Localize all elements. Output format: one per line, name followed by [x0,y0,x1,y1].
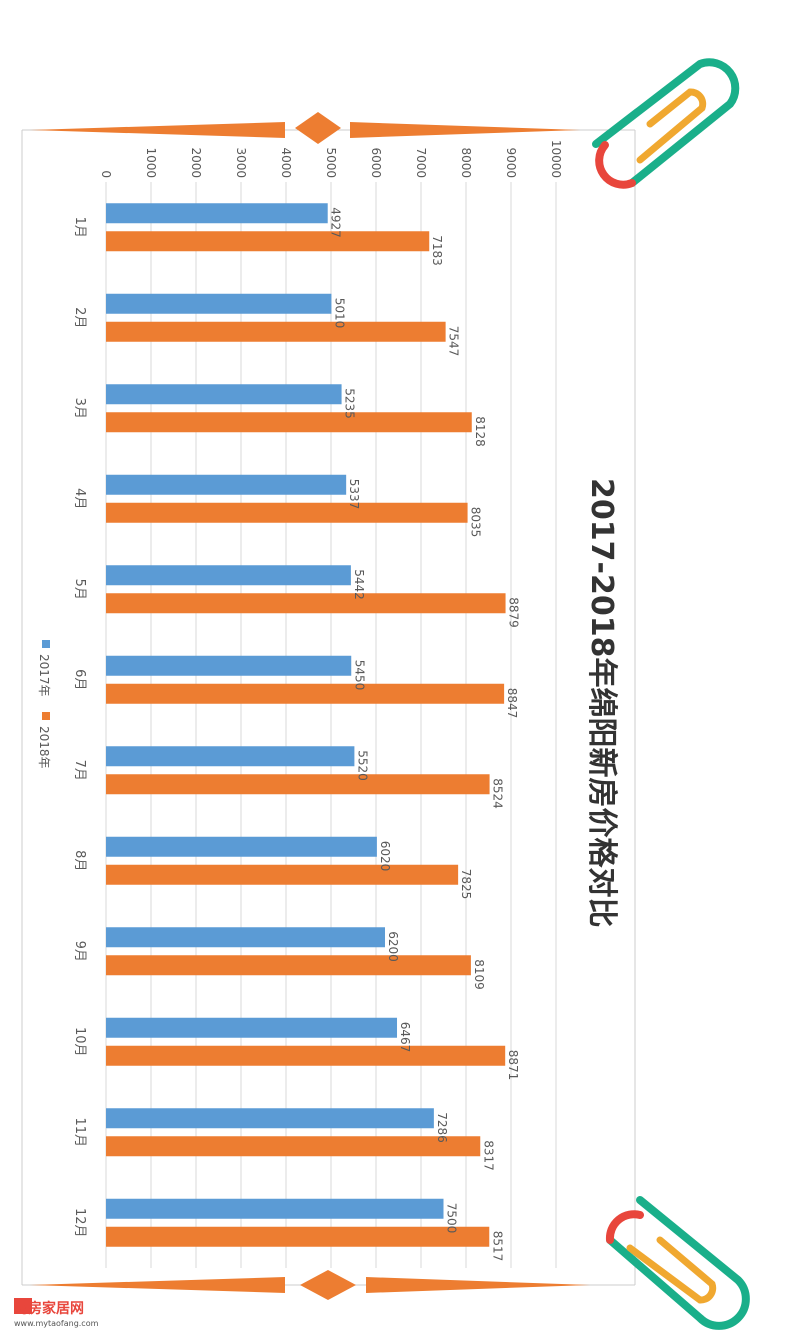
bar [106,1045,506,1066]
bar [106,203,328,224]
data-label: 8109 [472,959,486,990]
bar [106,474,347,495]
category-label: 1月 [72,217,87,238]
data-label: 7547 [447,326,461,357]
frame-decoration [21,112,636,1300]
data-label: 7286 [435,1112,449,1143]
bar [106,955,471,976]
category-label: 9月 [72,941,87,962]
category-label: 11月 [72,1117,87,1147]
data-label: 6467 [398,1022,412,1053]
data-labels: 4927 7183 5010 7547 5235 8128 5337 8035 5442 8879… [329,207,521,1261]
data-label: 8524 [491,778,505,809]
tick-label: 6000 [369,147,383,178]
data-label: 8517 [490,1231,504,1262]
data-label: 7183 [430,235,444,266]
paperclip-icon-bottom [605,1196,750,1330]
data-label: 8871 [506,1050,520,1081]
category-label: 4月 [72,488,87,509]
tick-label: 10000 [549,140,563,178]
bars [106,203,506,1247]
bar [106,1136,481,1157]
tick-label: 3000 [234,147,248,178]
legend-label: 2018年 [37,726,51,769]
tick-label: 1000 [144,147,158,178]
bar [106,231,430,252]
bar [106,412,472,433]
tick-label: 8000 [459,147,473,178]
data-label: 5010 [332,298,346,329]
data-label: 6020 [378,841,392,872]
bar [106,293,332,314]
bar [106,1198,444,1219]
bar [106,593,506,614]
category-label: 5月 [72,579,87,600]
bar [106,502,468,523]
legend: 2017年 2018年 [37,640,51,769]
data-label: 7825 [459,869,473,900]
data-label: 8847 [505,688,519,719]
bar [106,836,377,857]
bar [106,774,490,795]
bar [106,746,355,767]
category-label: 2月 [72,307,87,328]
bar [106,1226,490,1247]
bar [106,1108,434,1129]
data-label: 5450 [352,660,366,691]
data-label: 8035 [469,507,483,538]
watermark-url: www.mytaofang.com [14,1319,99,1328]
tick-label: 7000 [414,147,428,178]
data-label: 6200 [386,931,400,962]
chart-title: 2017-2018年绵阳新房价格对比 [584,478,619,927]
category-label: 3月 [72,398,87,419]
watermark-brand: 淘房家居网 [14,1300,84,1317]
paperclip-icon-top [592,58,740,189]
legend-swatch [42,712,50,720]
tick-label: 0 [99,170,113,178]
category-label: 10月 [72,1027,87,1057]
category-label: 12月 [72,1208,87,1238]
data-label: 8879 [507,597,521,628]
tick-label: 2000 [189,147,203,178]
tick-label: 4000 [279,147,293,178]
data-label: 8317 [481,1140,495,1171]
data-label: 5235 [343,388,357,419]
bar [106,1017,398,1038]
bar [106,321,446,342]
legend-label: 2017年 [37,654,51,697]
category-label: 7月 [72,760,87,781]
bar [106,565,351,586]
bar [106,683,505,704]
grid [105,182,557,1268]
data-label: 7500 [445,1203,459,1234]
category-label: 6月 [72,669,87,690]
category-label: 8月 [72,850,87,871]
tick-label: 5000 [324,147,338,178]
bar [106,384,342,405]
house-logo-icon [14,1298,32,1314]
bar [106,864,459,885]
data-label: 4927 [329,207,343,238]
data-label: 8128 [473,416,487,447]
value-axis: 0 1000 2000 3000 4000 5000 6000 7000 8000 9000 100… [99,140,563,178]
tick-label: 9000 [504,147,518,178]
data-label: 5442 [352,569,366,600]
site-watermark: 淘房家居网 www.mytaofang.com [14,1298,99,1328]
data-label: 5520 [355,750,369,781]
bar [106,927,385,948]
bar [106,655,352,676]
legend-swatch [42,640,50,648]
category-axis: 1月 2月 3月 4月 5月 6月 7月 8月 9月 10月 11月 12月 [72,217,87,1238]
data-label: 5337 [347,479,361,510]
